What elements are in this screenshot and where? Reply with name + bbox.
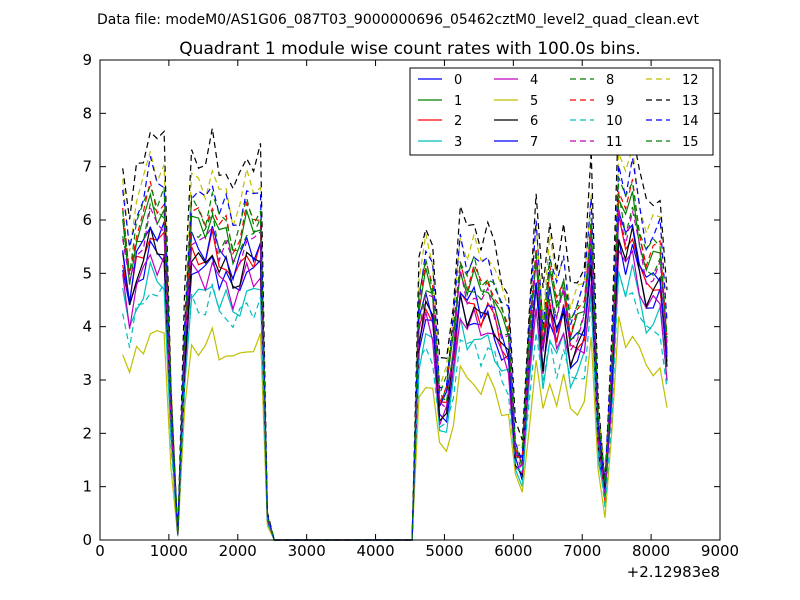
legend-label-12: 12 — [682, 73, 699, 88]
series-line-5 — [122, 316, 668, 541]
legend-label-5: 5 — [530, 94, 538, 109]
legend-label-15: 15 — [682, 135, 699, 150]
series-layer — [122, 107, 668, 541]
legend-label-14: 14 — [682, 114, 699, 129]
x-offset-label: +2.12983e8 — [627, 563, 720, 581]
legend-label-2: 2 — [454, 114, 462, 129]
legend-box — [409, 67, 714, 156]
y-tick-label: 2 — [82, 424, 92, 442]
ticks-layer: 0 1000 2000 3000 4000 5000 6000 7000 8000 9000012… — [82, 51, 739, 560]
y-tick-label: 1 — [82, 478, 92, 496]
series-line-12 — [122, 147, 668, 541]
y-tick-label: 6 — [82, 211, 92, 229]
y-tick-label: 5 — [82, 264, 92, 282]
legend-label-10: 10 — [606, 114, 623, 129]
legend-label-13: 13 — [682, 94, 699, 109]
y-tick-label: 9 — [82, 51, 92, 69]
x-tick-label: 2000 — [219, 542, 257, 560]
legend-label-0: 0 — [454, 73, 462, 88]
x-tick-label: 0 — [95, 542, 105, 560]
legend-label-11: 11 — [606, 135, 623, 150]
x-tick-label: 5000 — [425, 542, 463, 560]
legend-label-9: 9 — [606, 94, 614, 109]
legend-label-6: 6 — [530, 114, 538, 129]
plot-frame — [99, 59, 721, 541]
series-line-15 — [122, 177, 668, 541]
y-tick-label: 7 — [82, 158, 92, 176]
legend-label-3: 3 — [454, 135, 462, 150]
legend-label-7: 7 — [530, 135, 538, 150]
chart-suptitle: Data file: modeM0/AS1G06_087T03_90000006… — [97, 12, 699, 28]
x-tick-label: 6000 — [494, 542, 532, 560]
legend-label-1: 1 — [454, 94, 462, 109]
x-tick-label: 3000 — [288, 542, 326, 560]
x-tick-label: 8000 — [632, 542, 670, 560]
x-tick-label: 4000 — [356, 542, 394, 560]
chart-title: Quadrant 1 module wise count rates with … — [179, 39, 640, 59]
y-tick-label: 8 — [82, 104, 92, 122]
x-tick-label: 1000 — [150, 542, 188, 560]
x-tick-label: 7000 — [563, 542, 601, 560]
legend-label-8: 8 — [606, 73, 614, 88]
x-tick-label: 9000 — [701, 542, 739, 560]
y-tick-label: 4 — [82, 318, 92, 336]
series-line-10 — [122, 272, 668, 541]
y-tick-label: 3 — [82, 371, 92, 389]
legend-label-4: 4 — [530, 73, 538, 88]
series-line-14 — [122, 156, 668, 541]
y-tick-label: 0 — [82, 531, 92, 549]
